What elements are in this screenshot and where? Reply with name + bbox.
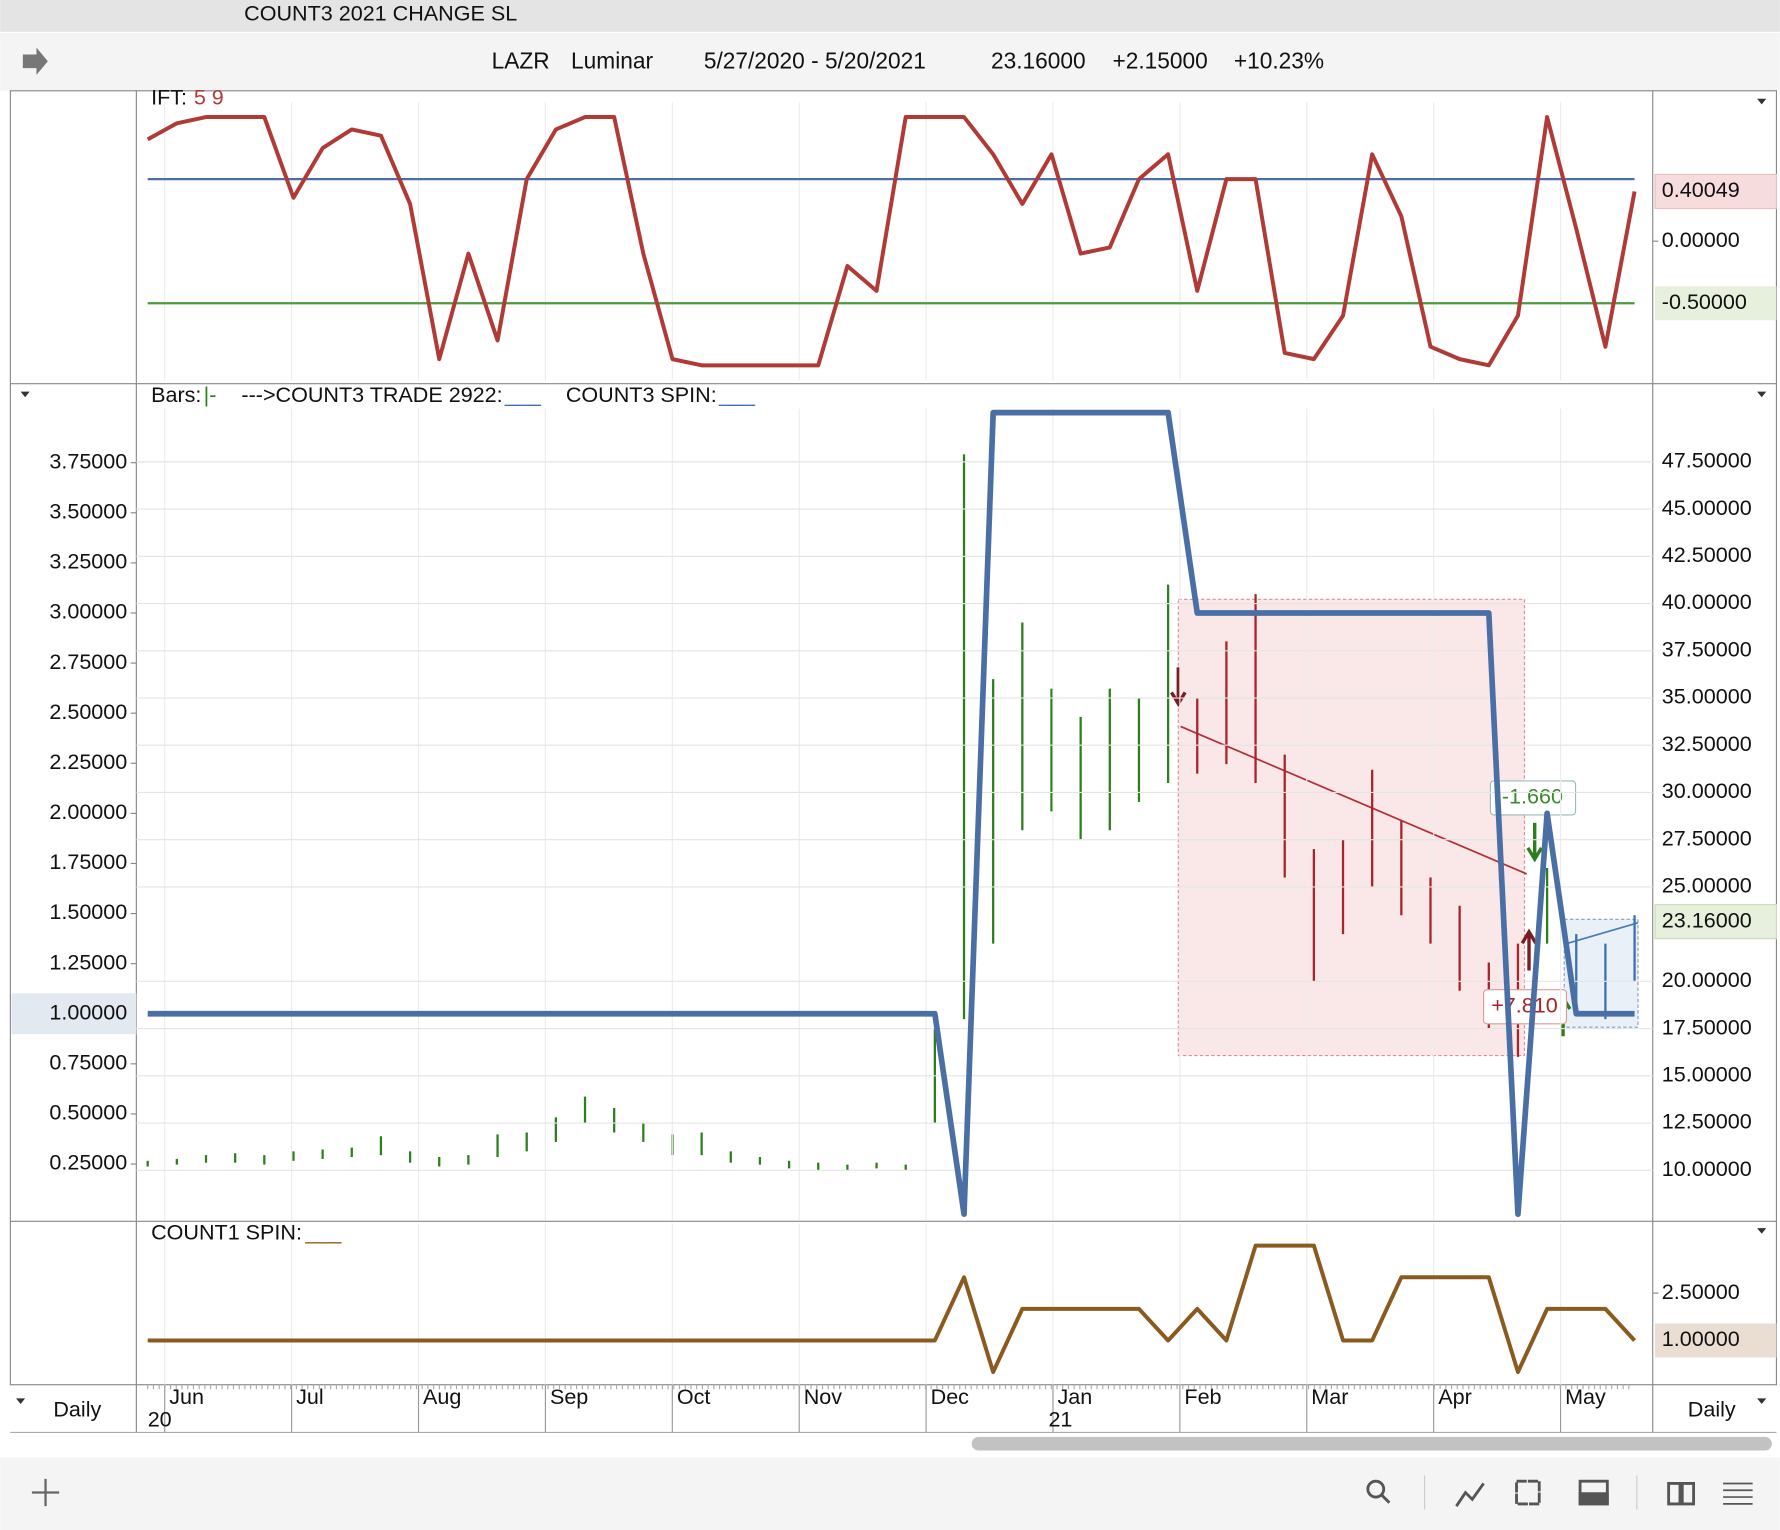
grid-icon[interactable]: [1515, 1479, 1541, 1506]
percent-change: +10.23%: [1234, 47, 1324, 73]
legend-symbol: ___: [504, 382, 542, 407]
period-label[interactable]: Daily: [53, 1397, 101, 1422]
legend-symbol: ___: [304, 1219, 342, 1244]
y2-tick-label: 37.50000: [1662, 636, 1752, 661]
y-tick-label: 1.75000: [49, 849, 127, 874]
y-tick-label: 3.75000: [49, 448, 127, 473]
add-button[interactable]: [31, 1478, 60, 1507]
y2-tick-label: 20.00000: [1662, 967, 1752, 992]
symbol: LAZR: [492, 47, 550, 73]
year-label: 20: [148, 1407, 172, 1432]
annotation-box: [1483, 989, 1568, 1025]
annotation: +7.810: [1491, 992, 1558, 1017]
y-tick-label: -0.50000: [1662, 289, 1747, 314]
sell-arrow: [1526, 822, 1543, 863]
y2-tick-label: 32.50000: [1662, 731, 1752, 756]
x-tick-label: Jun: [169, 1384, 204, 1409]
value-badge-label: 0.40049: [1662, 177, 1740, 202]
indicator-line: [146, 115, 1637, 368]
last-price: 23.16000: [991, 47, 1086, 73]
y2-tick-label: 30.00000: [1662, 778, 1752, 803]
y-tick-label: 1.00000: [49, 999, 127, 1024]
toolbar-icons: [1366, 1479, 1753, 1507]
nav-arrow[interactable]: [22, 47, 48, 75]
tick-highlight: [11, 993, 137, 1035]
y-tick-label: 1.50000: [49, 899, 127, 924]
indicator-line: [147, 1243, 1637, 1375]
y2-tick-label: 40.00000: [1662, 589, 1752, 614]
legend-label: Bars:: [151, 382, 201, 407]
tick-highlight: [1655, 1323, 1777, 1358]
panel-title: IFT:: [151, 84, 187, 109]
y2-tick-label: 45.00000: [1662, 495, 1752, 520]
x-tick-label: Mar: [1311, 1384, 1348, 1409]
chart-icon[interactable]: [1455, 1482, 1485, 1507]
legend-symbol: |-: [204, 382, 217, 407]
menu-icon[interactable]: [1723, 1482, 1753, 1505]
x-tick-label: Feb: [1184, 1384, 1221, 1409]
company-name: Luminar: [571, 47, 653, 73]
y-tick-label: 0.75000: [49, 1050, 127, 1075]
date-range: 5/27/2020 - 5/20/2021: [704, 47, 926, 73]
y-tick-label: 1.00000: [1662, 1326, 1740, 1351]
y-tick-label: 3.50000: [49, 498, 127, 523]
value-badge: [1654, 173, 1778, 210]
panel-subtitle: 5 9: [194, 84, 224, 109]
y-tick-label: 0.50000: [49, 1100, 127, 1125]
y2-tick-label: 15.00000: [1662, 1062, 1752, 1087]
y2-tick-label: 17.50000: [1662, 1014, 1752, 1039]
x-tick-label: Oct: [677, 1384, 711, 1409]
tick-highlight: [1655, 286, 1777, 321]
value-badge-label: 23.16000: [1662, 907, 1752, 932]
y2-tick-label: 27.50000: [1662, 825, 1752, 850]
y2-tick-label: 47.50000: [1662, 448, 1752, 473]
y-tick-label: 0.25000: [49, 1150, 127, 1175]
y2-tick-label: 35.00000: [1662, 684, 1752, 709]
y-tick-label: 1.25000: [49, 949, 127, 974]
year-label: 21: [1048, 1407, 1072, 1432]
y2-tick-label: 42.50000: [1662, 542, 1752, 567]
x-tick-label: Apr: [1438, 1384, 1472, 1409]
x-tick-label: Jan: [1058, 1384, 1093, 1409]
trend-line: [1180, 725, 1528, 875]
x-tick-label: Aug: [423, 1384, 461, 1409]
count-line: [147, 409, 1635, 1217]
sell-arrow: [1170, 667, 1187, 708]
y-tick-label: 2.00000: [49, 799, 127, 824]
value-badge: [1654, 904, 1778, 940]
scrollbar[interactable]: [971, 1436, 1772, 1451]
annotation-box: [1489, 780, 1577, 816]
y-tick-label: 3.00000: [49, 599, 127, 624]
legend-label: COUNT3 SPIN:: [566, 382, 717, 407]
y2-tick-label: 25.00000: [1662, 873, 1752, 898]
chart-frame: [9, 90, 1778, 1386]
price-change: +2.15000: [1112, 47, 1207, 73]
y-tick-label: 2.25000: [49, 749, 127, 774]
y-tick-label: 3.25000: [49, 549, 127, 574]
search-icon[interactable]: [1366, 1479, 1386, 1499]
window-title: COUNT3 2021 CHANGE SL: [244, 0, 517, 25]
header-bar: [0, 32, 1780, 91]
y-tick-label: 2.75000: [49, 649, 127, 674]
y-tick-label: 2.50000: [1662, 1279, 1740, 1304]
title-bar: [0, 0, 1780, 32]
trade-zone: [1177, 598, 1526, 1057]
bottom-toolbar: [0, 1457, 1780, 1530]
book-icon[interactable]: [1667, 1482, 1696, 1506]
legend-label: --->COUNT3 TRADE 2922:: [241, 382, 502, 407]
period-label[interactable]: Daily: [1688, 1397, 1736, 1422]
y-tick-label: 2.50000: [49, 699, 127, 724]
y-tick-label: 0.00000: [1662, 227, 1740, 252]
buy-arrow: [1520, 928, 1538, 971]
panel-title: COUNT1 SPIN:: [151, 1219, 302, 1244]
y2-tick-label: 10.00000: [1662, 1156, 1752, 1181]
legend-symbol: ___: [718, 382, 756, 407]
annotation: -1.660: [1502, 784, 1563, 809]
y2-tick-label: 12.50000: [1662, 1109, 1752, 1134]
